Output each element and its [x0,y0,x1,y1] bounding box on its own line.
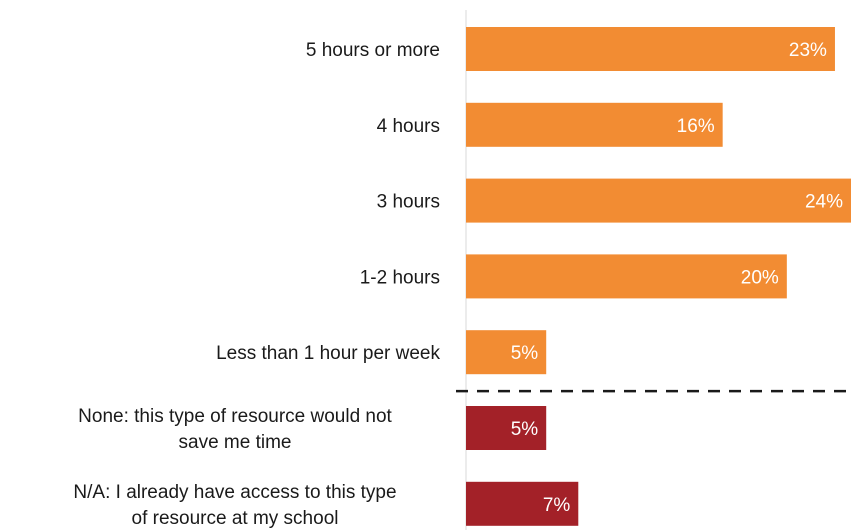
category-label: N/A: I already have access to this type o… [73,482,396,529]
category-label: 3 hours [377,192,440,213]
bar-value-label: 7% [543,495,571,516]
category-label: None: this type of resource would not sav… [78,406,392,453]
category-label: Less than 1 hour per week [216,343,440,364]
bar [466,102,723,147]
category-label: 1-2 hours [360,267,440,288]
bar-value-label: 5% [511,419,539,440]
bar-value-label: 16% [677,116,715,137]
bar [466,481,579,526]
bar-value-label: 23% [789,40,827,61]
category-label-line: N/A: I already have access to this type [73,482,396,503]
bar [466,178,851,223]
bar-value-label: 5% [511,343,539,364]
bars: 23% 16% 24% 20% 5% 5% 7% [466,27,851,526]
bar [466,254,787,299]
category-label: 4 hours [377,116,440,137]
bar-value-label: 20% [741,267,779,288]
category-label-line: None: this type of resource would not [78,406,392,427]
category-labels: 5 hours or more 4 hours 3 hours 1-2 hours Le… [73,40,440,529]
category-label-line: of resource at my school [132,508,339,529]
bar [466,406,547,450]
category-label-line: save me time [179,432,292,453]
category-label: 5 hours or more [306,40,440,61]
bar [466,330,547,375]
bar [466,27,835,71]
bar-value-label: 24% [805,192,843,213]
